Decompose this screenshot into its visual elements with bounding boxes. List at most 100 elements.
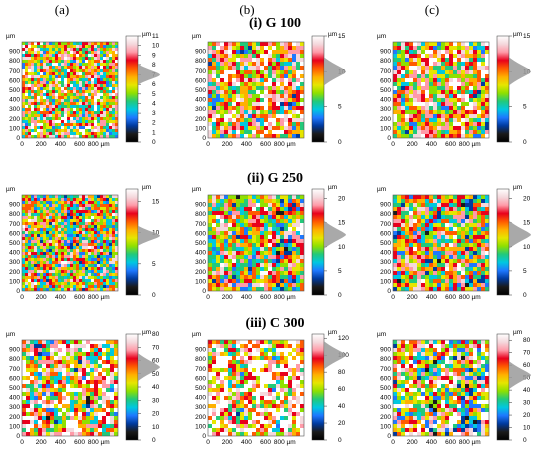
scale-tick-label: 6 <box>152 81 156 88</box>
height-histogram <box>324 220 346 249</box>
x-tick-label: 800 µm <box>88 141 110 148</box>
y-tick-label: 800 <box>9 58 20 65</box>
surface-panel-r2-c2: µm 0 100 200 300 400 500 600 700 800 900 0 200 400 600… <box>190 184 358 305</box>
y-tick-label: 0 <box>16 135 20 142</box>
x-tick-label: 0 <box>20 294 24 301</box>
scale-tick-label: 0 <box>523 139 527 146</box>
y-tick-label: 500 <box>9 385 20 392</box>
x-tick-label: 0 <box>206 141 210 148</box>
y-tick-label: 900 <box>380 347 391 354</box>
y-tick-label: 600 <box>380 230 391 237</box>
height-histogram <box>138 225 160 246</box>
scale-tick-label: 8 <box>152 62 156 69</box>
surface-panel-r1-c3: µm 0 100 200 300 400 500 600 700 800 900 0 200 400 600… <box>375 31 543 152</box>
y-tick-label: 800 <box>195 211 206 218</box>
y-tick-label: 500 <box>380 240 391 247</box>
x-tick-label: 800 µm <box>459 294 481 301</box>
y-tick-label: 100 <box>380 278 391 285</box>
y-tick-label: 800 <box>9 356 20 363</box>
scale-tick-label: 70 <box>523 350 531 357</box>
scale-tick-label: 9 <box>152 52 156 59</box>
surface-panel-r1-c2: µm 0 100 200 300 400 500 600 700 800 900 0 200 400 600… <box>190 31 358 152</box>
x-tick-label: 200 <box>36 141 47 148</box>
scale-tick-label: 0 <box>523 292 527 299</box>
y-tick-label: 0 <box>202 433 206 440</box>
row-title-g100: (i) G 100 <box>248 16 302 31</box>
color-scale-bar <box>311 188 325 296</box>
scale-tick-label: 5 <box>152 261 156 268</box>
scale-tick-label: 0 <box>152 139 156 146</box>
x-tick-label: 800 µm <box>459 439 481 446</box>
y-tick-label: 900 <box>380 49 391 56</box>
height-map <box>22 195 118 291</box>
x-tick-label: 400 <box>426 294 437 301</box>
scale-tick-label: 40 <box>338 403 346 410</box>
y-tick-label: 200 <box>195 116 206 123</box>
height-map <box>22 42 118 138</box>
y-tick-label: 700 <box>380 221 391 228</box>
scale-tick-label: 20 <box>523 196 531 203</box>
scale-unit: µm <box>142 184 151 191</box>
height-histogram <box>509 57 531 86</box>
scale-unit: µm <box>513 31 522 38</box>
scale-tick-label: 5 <box>338 104 342 111</box>
y-tick-label: 100 <box>9 278 20 285</box>
height-map <box>393 340 489 436</box>
y-tick-label: 400 <box>9 97 20 104</box>
x-tick-label: 200 <box>36 439 47 446</box>
y-tick-label: 800 <box>380 58 391 65</box>
color-scale-bar <box>125 35 139 143</box>
scale-tick-label: 15 <box>338 33 346 40</box>
y-tick-label: 0 <box>387 135 391 142</box>
x-tick-label: 200 <box>222 294 233 301</box>
y-axis-unit: µm <box>192 186 201 193</box>
scale-tick-label: 2 <box>152 120 156 127</box>
x-tick-label: 0 <box>391 141 395 148</box>
y-tick-label: 100 <box>9 423 20 430</box>
scale-tick-label: 40 <box>152 384 160 391</box>
x-tick-label: 400 <box>426 439 437 446</box>
y-tick-label: 900 <box>9 202 20 209</box>
x-tick-label: 600 <box>74 141 85 148</box>
scale-tick-label: 5 <box>152 91 156 98</box>
x-tick-label: 600 <box>260 294 271 301</box>
scale-tick-label: 60 <box>338 386 346 393</box>
y-tick-label: 600 <box>9 77 20 84</box>
scale-tick-label: 15 <box>523 33 531 40</box>
y-tick-label: 500 <box>9 240 20 247</box>
scale-tick-label: 4 <box>152 100 156 107</box>
y-tick-label: 500 <box>195 87 206 94</box>
scale-tick-label: 11 <box>152 33 159 40</box>
y-tick-label: 0 <box>16 288 20 295</box>
y-tick-label: 300 <box>9 106 20 113</box>
scale-unit: µm <box>328 184 337 191</box>
column-label-a: (a) <box>54 2 70 17</box>
y-tick-label: 300 <box>195 404 206 411</box>
x-tick-label: 400 <box>241 439 252 446</box>
y-tick-label: 500 <box>195 385 206 392</box>
height-histogram <box>138 353 160 382</box>
scale-tick-label: 0 <box>152 292 156 299</box>
color-scale-bar <box>125 333 139 441</box>
y-tick-label: 300 <box>380 106 391 113</box>
y-tick-label: 700 <box>195 221 206 228</box>
scale-tick-label: 20 <box>338 420 346 427</box>
y-tick-label: 400 <box>380 97 391 104</box>
y-tick-label: 600 <box>380 77 391 84</box>
height-map <box>208 42 304 138</box>
x-tick-label: 0 <box>391 294 395 301</box>
scale-tick-label: 120 <box>338 335 349 342</box>
y-tick-label: 100 <box>195 423 206 430</box>
y-tick-label: 400 <box>380 395 391 402</box>
x-tick-label: 200 <box>407 439 418 446</box>
y-tick-label: 300 <box>380 404 391 411</box>
scale-tick-label: 10 <box>523 244 531 251</box>
scale-tick-label: 40 <box>523 387 531 394</box>
y-tick-label: 0 <box>202 135 206 142</box>
y-tick-label: 500 <box>195 240 206 247</box>
height-histogram <box>509 361 531 390</box>
scale-tick-label: 10 <box>152 230 160 237</box>
scale-tick-label: 0 <box>152 437 156 444</box>
x-tick-label: 200 <box>222 141 233 148</box>
